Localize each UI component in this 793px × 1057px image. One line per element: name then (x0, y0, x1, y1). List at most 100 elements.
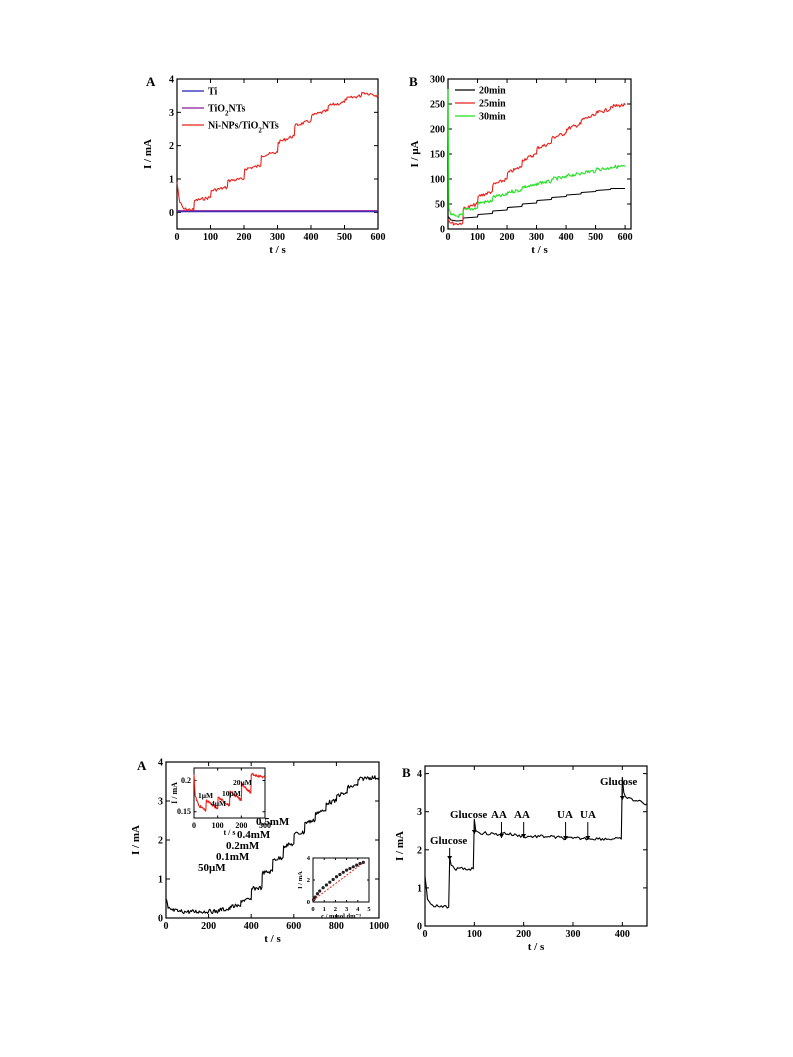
x-axis-title: t / s (264, 933, 281, 945)
calibration-point (331, 877, 335, 882)
x-tick-label: 0 (423, 929, 428, 940)
x-axis-title: t / s (224, 828, 236, 837)
x-tick-label: 600 (618, 232, 633, 243)
step-annotation: 50μM (198, 862, 226, 874)
calibration-point (355, 863, 359, 867)
y-tick-label: 0 (417, 922, 422, 933)
legend-label: 20min (479, 86, 506, 97)
x-tick-label: 200 (237, 232, 252, 243)
y-tick-label: 1 (417, 883, 422, 894)
calibration-fit-line (312, 861, 365, 901)
chart-panel-1a: 0 100 200 300 400 500 600 0 1 2 3 4 t / s I / mA A Ti Ti… (142, 74, 386, 256)
x-tick-label: 300 (259, 821, 271, 830)
y-tick-label: 3 (417, 807, 422, 818)
event-annotation: UA (580, 809, 596, 821)
x-axis-title: t / s (269, 244, 286, 256)
calibration-point (345, 868, 349, 872)
panel-label: A (146, 74, 156, 89)
y-axis-title: I / mA (142, 139, 154, 169)
x-tick-label: 0 (311, 906, 314, 913)
legend-label: Ni-NPs/TiO2NTs (208, 121, 279, 135)
calibration-point (318, 889, 322, 893)
y-tick-label: 200 (430, 125, 445, 136)
inset-annotation: 20μM (233, 778, 252, 787)
y-tick-label: 2 (307, 877, 310, 884)
y-tick-label: 0 (169, 208, 174, 219)
series-line (424, 776, 648, 909)
x-tick-label: 0 (192, 821, 196, 830)
x-tick-label: 2 (334, 906, 337, 913)
legend-label: 25min (479, 99, 506, 110)
plot-frame (176, 78, 379, 230)
series-line (447, 102, 626, 226)
plot-frame (165, 761, 380, 919)
x-tick-label: 0 (175, 232, 180, 243)
series-line (176, 91, 379, 212)
y-tick-label: 250 (430, 100, 445, 111)
x-tick-label: 500 (337, 232, 352, 243)
y-tick-label: 3 (158, 797, 163, 808)
y-axis-title: I / mA (130, 825, 142, 855)
y-axis-title: I / mA (394, 831, 406, 861)
y-tick-label: 0 (307, 899, 310, 906)
plot-frame (193, 767, 266, 819)
x-tick-label: 200 (500, 232, 515, 243)
event-annotation: AA (514, 809, 530, 821)
x-tick-label: 100 (212, 821, 224, 830)
calibration-point (351, 865, 355, 869)
event-annotation: AA (491, 809, 507, 821)
x-tick-label: 300 (270, 232, 285, 243)
legend-label: TiO2NTs (208, 104, 246, 118)
calibration-point (348, 866, 352, 871)
x-axis-title: c / mmol dm⁻³ (321, 913, 361, 920)
event-arrowhead (447, 856, 453, 860)
x-tick-label: 600 (286, 921, 301, 932)
x-tick-label: 200 (235, 821, 247, 830)
y-tick-label: 1 (169, 175, 174, 186)
y-tick-label: 150 (430, 150, 445, 161)
y-tick-label: 100 (430, 175, 445, 186)
event-arrowhead (619, 796, 625, 800)
legend-label: 30min (479, 112, 506, 123)
x-tick-label: 400 (559, 232, 574, 243)
y-tick-label: 0.2 (181, 776, 191, 785)
y-tick-label: 1 (158, 875, 163, 886)
event-arrowhead (521, 834, 527, 838)
event-arrowhead (563, 836, 569, 840)
calibration-point (324, 883, 329, 887)
y-tick-label: 4 (417, 769, 422, 780)
calibration-point (334, 875, 339, 879)
x-tick-label: 3 (345, 906, 349, 913)
x-tick-label: 400 (244, 921, 259, 932)
step-annotation: 0.1mM (216, 851, 250, 863)
event-arrowhead (585, 836, 591, 840)
event-annotation: Glucose (600, 776, 637, 788)
x-tick-label: 400 (615, 929, 630, 940)
event-annotation: Glucose (450, 809, 487, 821)
y-axis-title: I / μA (409, 140, 421, 167)
legend-label: Ti (208, 87, 217, 98)
y-tick-label: 300 (430, 75, 445, 86)
event-arrowhead (471, 830, 477, 834)
y-tick-label: 4 (158, 758, 163, 769)
x-axis-title: t / s (531, 244, 548, 256)
event-annotation: Glucose (430, 835, 467, 847)
y-axis-title: I / mA (297, 871, 304, 889)
inset-annotation: 10μM (222, 789, 241, 798)
x-tick-label: 800 (329, 921, 344, 932)
x-tick-label: 1000 (369, 921, 389, 932)
y-tick-label: 2 (169, 141, 174, 152)
series-line (447, 187, 626, 222)
y-tick-label: 2 (417, 845, 422, 856)
calibration-point (338, 872, 342, 877)
series-line (193, 772, 266, 812)
x-tick-label: 0 (164, 921, 169, 932)
x-tick-label: 200 (516, 929, 531, 940)
x-tick-label: 300 (529, 232, 544, 243)
event-arrowhead (498, 834, 504, 838)
x-tick-label: 300 (566, 929, 581, 940)
panel-label: B (409, 74, 418, 89)
chart-panel-2b: 0 100 200 300 400 0 1 2 3 4 t / s I / mA B Glucose Glu… (394, 765, 648, 953)
y-tick-label: 4 (307, 855, 311, 862)
